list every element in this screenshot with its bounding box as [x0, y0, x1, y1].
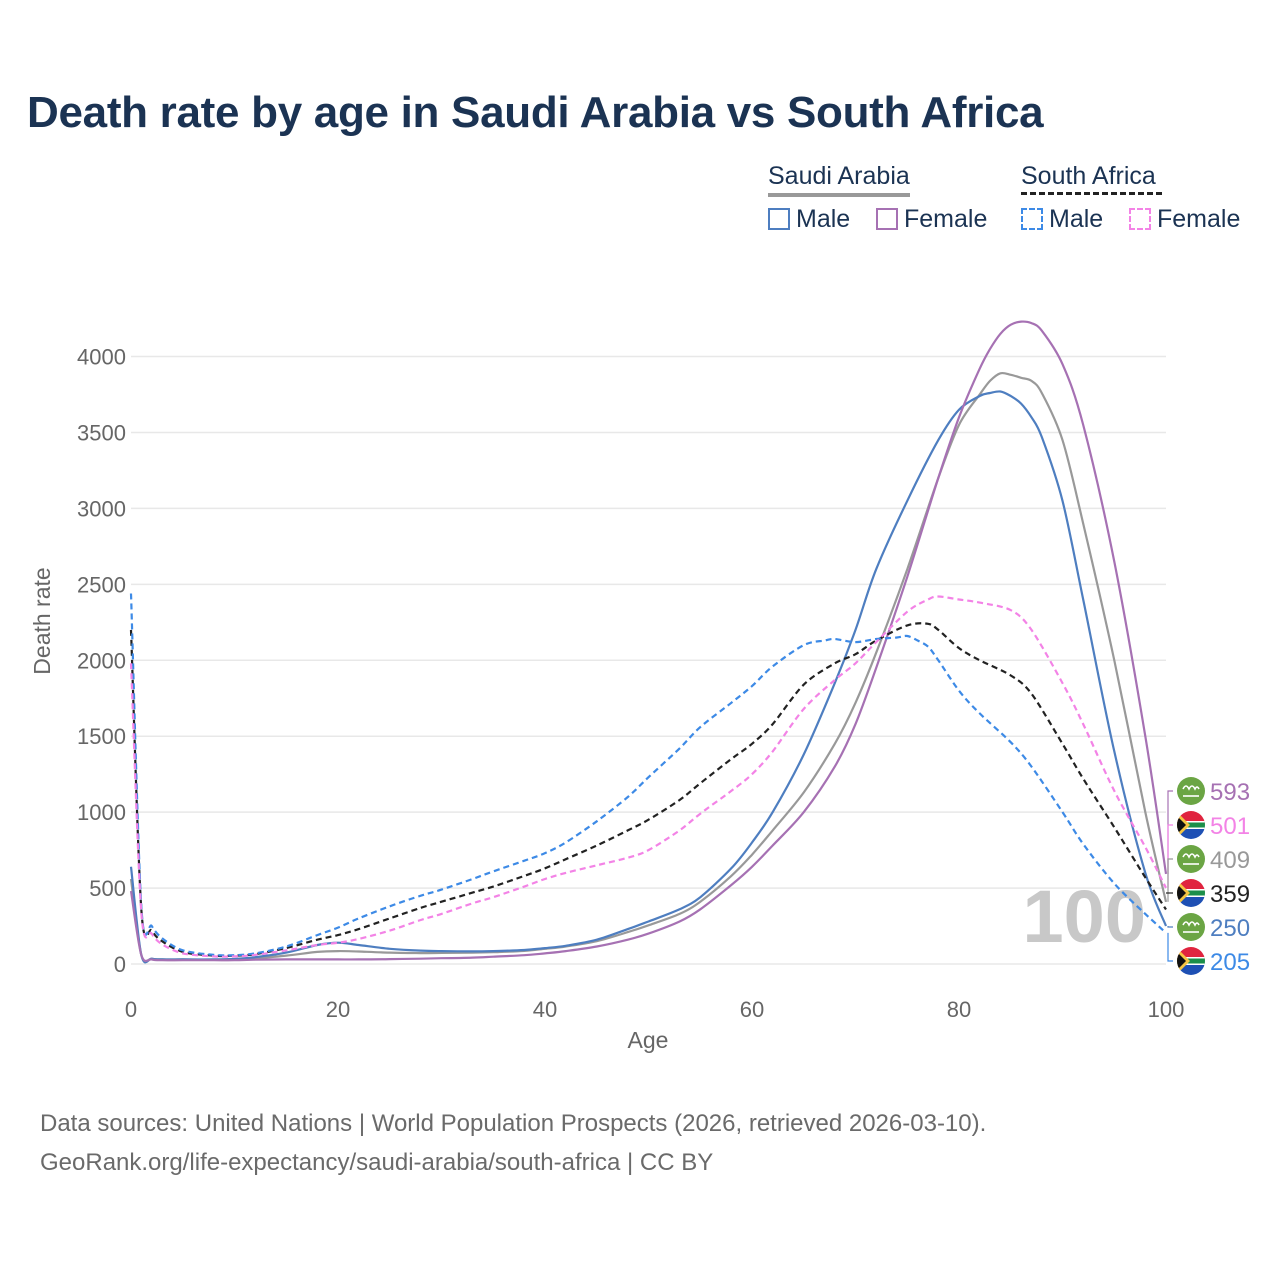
- end-label-connector: [1167, 824, 1173, 888]
- end-label-connector: [1167, 790, 1173, 874]
- series-line-saudi-arabia-male[interactable]: [129, 390, 1168, 964]
- series-line-saudi-arabia-female[interactable]: [129, 320, 1168, 963]
- y-tick-label: 0: [114, 952, 126, 977]
- south-africa-flag-icon: [1177, 947, 1205, 975]
- legend-swatch-south-africa-female: [1129, 208, 1151, 230]
- chart-title: Death rate by age in Saudi Arabia vs Sou…: [27, 88, 1044, 137]
- legend-item-saudi-female[interactable]: Female: [876, 204, 987, 234]
- y-tick-label: 3500: [77, 420, 126, 445]
- footer-link[interactable]: GeoRank.org/life-expectancy/saudi-arabia…: [40, 1149, 714, 1176]
- y-tick-label: 1500: [77, 724, 126, 749]
- x-tick-label: 40: [533, 997, 557, 1022]
- series-line-saudi-arabia-total[interactable]: [129, 371, 1168, 963]
- x-tick-label: 0: [125, 997, 137, 1022]
- y-tick-label: 2500: [77, 572, 126, 597]
- grid: [131, 355, 1166, 965]
- legend-swatch-saudi-female: [876, 208, 898, 230]
- x-tick-label: 20: [326, 997, 350, 1022]
- saudi-arabia-flag-icon: [1177, 777, 1205, 805]
- y-tick-label: 2000: [77, 648, 126, 673]
- legend-swatch-south-africa-male: [1021, 208, 1043, 230]
- line-chart: 0 500 1000 1500 2000 2500 3000 3500 4000 0 20 40 60…: [29, 320, 1250, 1053]
- legend-item-south-africa-male[interactable]: Male: [1021, 204, 1103, 234]
- end-label-value: 250: [1210, 915, 1250, 942]
- end-label-connector: [1167, 932, 1173, 962]
- saudi-arabia-flag-icon: [1177, 845, 1205, 873]
- legend-item-saudi-male[interactable]: Male: [768, 204, 850, 234]
- series-line-south-africa-female[interactable]: [129, 595, 1167, 958]
- series-lines: [129, 320, 1168, 964]
- age-marker: 100: [1023, 875, 1146, 958]
- south-africa-flag-icon: [1177, 811, 1205, 839]
- end-label-value: 359: [1210, 881, 1250, 908]
- end-label-connector: [1167, 858, 1173, 902]
- saudi-arabia-flag-icon: [1177, 913, 1205, 941]
- x-axis-label: Age: [628, 1027, 669, 1053]
- y-tick-label: 500: [89, 876, 126, 901]
- x-axis-ticks: 0 20 40 60 80 100: [125, 997, 1184, 1022]
- end-label-value: 409: [1210, 847, 1250, 874]
- x-tick-label: 80: [947, 997, 971, 1022]
- x-tick-label: 60: [740, 997, 764, 1022]
- y-tick-label: 4000: [77, 345, 126, 370]
- south-africa-flag-icon: [1177, 879, 1205, 907]
- end-label-value: 501: [1210, 813, 1250, 840]
- y-tick-label: 1000: [77, 800, 126, 825]
- legend-item-south-africa-female[interactable]: Female: [1129, 204, 1240, 234]
- footer: Data sources: United Nations | World Pop…: [40, 1104, 986, 1182]
- series-line-south-africa-total[interactable]: [129, 622, 1167, 958]
- legend-swatch-saudi-male: [768, 208, 790, 230]
- legend-label-south-africa-female: Female: [1157, 204, 1241, 233]
- legend-label-saudi-female: Female: [904, 204, 988, 233]
- series-line-south-africa-male[interactable]: [129, 593, 1167, 957]
- end-label-connector: [1167, 926, 1173, 928]
- end-label-value: 205: [1210, 949, 1250, 976]
- footer-sources: Data sources: United Nations | World Pop…: [40, 1110, 987, 1137]
- y-tick-label: 3000: [77, 496, 126, 521]
- legend-label-south-africa-male: Male: [1049, 204, 1104, 233]
- x-tick-label: 100: [1148, 997, 1185, 1022]
- legend-label-saudi-male: Male: [796, 204, 851, 233]
- y-axis-ticks: 0 500 1000 1500 2000 2500 3000 3500 4000: [77, 345, 126, 977]
- end-labels: 593 501 409 359 250 205: [1166, 777, 1250, 976]
- end-label-value: 593: [1210, 779, 1250, 806]
- y-axis-label: Death rate: [29, 567, 55, 674]
